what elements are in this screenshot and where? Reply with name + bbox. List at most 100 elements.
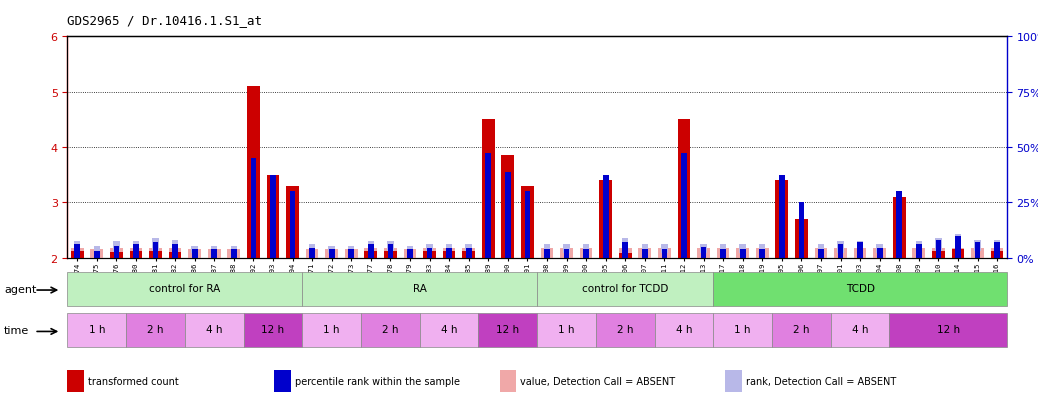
Bar	[641, 244, 648, 258]
Bar	[153, 239, 159, 258]
Text: 2 h: 2 h	[793, 325, 810, 335]
Text: 1 h: 1 h	[558, 325, 575, 335]
Bar	[736, 248, 749, 258]
Text: 2 h: 2 h	[617, 325, 633, 335]
Bar	[678, 248, 690, 258]
Bar	[349, 250, 354, 258]
Bar	[716, 254, 730, 258]
Bar	[541, 254, 553, 258]
Bar	[544, 250, 550, 258]
Bar	[504, 242, 511, 258]
Bar	[465, 244, 472, 258]
Bar	[538, 273, 713, 306]
Bar	[561, 254, 573, 258]
Text: TCDD: TCDD	[846, 283, 875, 293]
Bar	[231, 250, 237, 258]
Bar	[538, 314, 596, 347]
Bar	[302, 314, 361, 347]
Text: 2 h: 2 h	[147, 325, 164, 335]
Bar	[384, 248, 397, 258]
Text: 4 h: 4 h	[441, 325, 458, 335]
Bar	[211, 246, 217, 258]
Bar	[230, 246, 237, 258]
Bar	[778, 175, 785, 258]
Bar	[972, 248, 984, 258]
Bar	[172, 240, 179, 258]
Text: transformed count: transformed count	[88, 376, 179, 386]
Text: value, Detection Call = ABSENT: value, Detection Call = ABSENT	[520, 376, 676, 386]
Bar	[71, 248, 84, 258]
Bar	[955, 236, 961, 258]
Bar	[975, 240, 981, 258]
Bar	[306, 254, 319, 258]
Bar	[890, 314, 1007, 347]
Bar	[153, 243, 159, 258]
Bar	[387, 244, 393, 258]
Bar	[306, 250, 319, 258]
Bar	[698, 248, 710, 258]
Bar	[720, 250, 726, 258]
Bar	[250, 242, 256, 258]
Bar	[462, 248, 475, 258]
Bar	[113, 246, 119, 258]
Bar	[345, 254, 358, 258]
Text: control for RA: control for RA	[149, 283, 220, 293]
Bar	[798, 242, 804, 258]
Bar	[407, 250, 413, 258]
Bar	[857, 243, 863, 258]
Bar	[641, 250, 648, 258]
Bar	[877, 248, 882, 258]
Bar	[227, 254, 240, 258]
Bar	[622, 239, 628, 258]
Bar	[404, 250, 416, 258]
Bar	[267, 248, 279, 258]
Bar	[90, 250, 103, 258]
Bar	[838, 242, 844, 258]
Bar	[424, 248, 436, 258]
Bar	[853, 248, 867, 258]
Bar	[384, 252, 397, 258]
Bar	[818, 250, 824, 258]
Bar	[935, 239, 941, 258]
Text: rank, Detection Call = ABSENT: rank, Detection Call = ABSENT	[745, 376, 896, 386]
Bar	[619, 248, 631, 258]
Bar	[795, 248, 808, 258]
Bar	[325, 250, 338, 258]
Bar	[309, 248, 315, 258]
Bar	[740, 250, 745, 258]
Bar	[127, 314, 185, 347]
Bar	[212, 250, 217, 258]
Bar	[853, 254, 867, 258]
Bar	[873, 254, 886, 258]
Bar	[681, 153, 687, 258]
Bar	[838, 244, 843, 258]
Bar	[75, 244, 80, 258]
Bar	[798, 203, 804, 258]
Bar	[583, 250, 589, 258]
Text: time: time	[4, 325, 29, 335]
Text: 12 h: 12 h	[262, 325, 284, 335]
Bar	[713, 314, 772, 347]
Bar	[348, 246, 354, 258]
Bar	[638, 254, 651, 258]
Bar	[443, 248, 456, 258]
Bar	[407, 246, 413, 258]
Bar	[896, 242, 902, 258]
Bar	[661, 244, 667, 258]
Text: RA: RA	[413, 283, 427, 293]
Bar	[130, 248, 142, 258]
Bar	[521, 186, 534, 258]
Bar	[267, 175, 279, 258]
Bar	[756, 254, 768, 258]
Bar	[932, 248, 945, 258]
Bar	[367, 244, 374, 258]
Bar	[71, 252, 84, 258]
Text: 1 h: 1 h	[324, 325, 339, 335]
Bar	[873, 248, 886, 258]
Bar	[681, 239, 687, 258]
Bar	[916, 242, 922, 258]
Bar	[912, 254, 925, 258]
Bar	[364, 248, 377, 258]
Bar	[286, 186, 299, 258]
Bar	[912, 248, 925, 258]
